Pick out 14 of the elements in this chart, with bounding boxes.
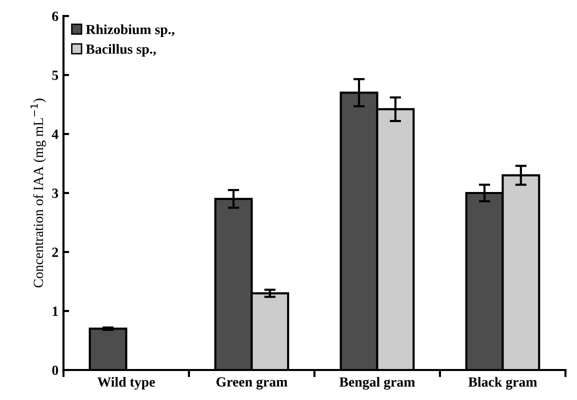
y-axis-title: Concentration of IAA (mg mL$^{−1}$) bbox=[30, 98, 46, 288]
y-tick-label: 2 bbox=[52, 248, 58, 257]
legend-label: Rhizobium sp., bbox=[86, 24, 174, 38]
x-tick-label: Wild type bbox=[97, 376, 155, 390]
y-tick-label: 3 bbox=[52, 188, 58, 198]
y-tick-label: 4 bbox=[52, 130, 58, 139]
y-tick-label: 5 bbox=[52, 70, 58, 80]
x-tick-label: Black gram bbox=[468, 376, 537, 390]
y-tick-label: 1 bbox=[52, 306, 58, 316]
y-tick-label: 6 bbox=[52, 12, 58, 21]
y-tick-label: 0 bbox=[52, 366, 58, 375]
x-tick-label: Bengal gram bbox=[339, 376, 415, 390]
legend-label: Bacillus sp., bbox=[86, 44, 156, 57]
x-tick-label: Green gram bbox=[216, 377, 288, 390]
